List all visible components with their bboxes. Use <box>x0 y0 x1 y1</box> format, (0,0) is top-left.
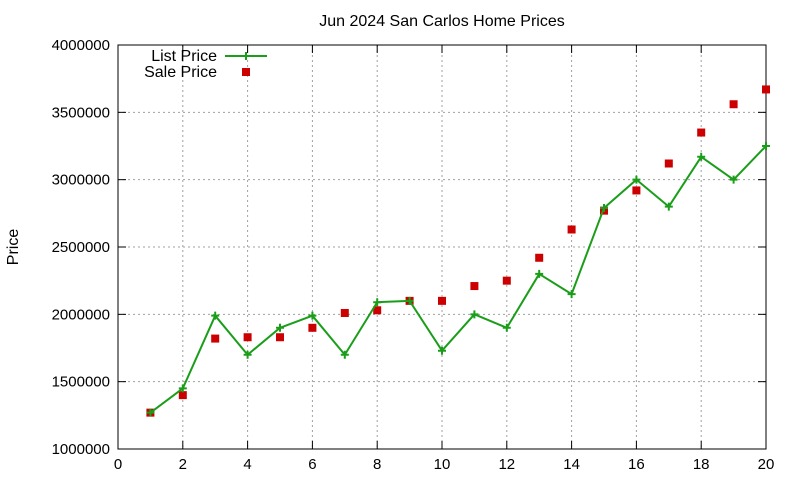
sale-price-marker <box>729 100 738 109</box>
x-tick-label: 12 <box>498 456 515 473</box>
sale-price-marker <box>535 253 544 262</box>
y-tick-label: 3000000 <box>52 172 110 189</box>
sale-price-marker <box>697 128 706 137</box>
sale-price-marker <box>762 85 770 94</box>
chart-title: Jun 2024 San Carlos Home Prices <box>319 13 564 30</box>
sale-price-marker <box>276 333 284 342</box>
x-tick-label: 14 <box>563 456 580 473</box>
x-tick-label: 6 <box>308 456 316 473</box>
sale-price-marker <box>438 296 446 305</box>
y-tick-label: 3500000 <box>52 104 110 121</box>
list-price-line <box>149 145 767 414</box>
y-tick-label: 4000000 <box>52 37 110 54</box>
sale-price-marker <box>308 323 317 332</box>
sale-price-marker <box>178 391 187 400</box>
list-price-marker <box>308 311 317 320</box>
list-price-marker <box>276 323 284 332</box>
list-price-marker <box>697 152 706 161</box>
axis-ticks: 0 2 4 6 8 10 12 14 16 18 20 1000000 1500000 2000000 25… <box>52 37 775 473</box>
y-tick-label: 1500000 <box>52 374 110 391</box>
sale-price-marker <box>632 186 641 195</box>
sale-price-marker <box>373 306 382 315</box>
y-tick-label: 2500000 <box>52 239 110 256</box>
x-tick-label: 20 <box>758 456 775 473</box>
sale-price-marker <box>243 333 252 342</box>
list-price-marker <box>567 290 576 299</box>
list-price-marker <box>438 346 446 355</box>
legend-label-sale-price: Sale Price <box>144 64 217 81</box>
y-tick-label: 2000000 <box>52 306 110 323</box>
list-price-marker <box>762 142 770 150</box>
legend-label-list-price: List Price <box>151 48 217 65</box>
y-tick-label: 1000000 <box>52 441 110 458</box>
list-price-marker <box>178 384 187 393</box>
grid <box>118 45 766 449</box>
x-tick-label: 4 <box>243 456 251 473</box>
x-tick-label: 0 <box>114 456 122 473</box>
list-price-marker <box>405 296 414 305</box>
list-price-marker <box>146 408 155 417</box>
y-axis-label: Price <box>5 229 22 266</box>
list-price-marker <box>243 350 252 359</box>
sale-price-marker <box>340 308 349 317</box>
list-price-marker <box>470 310 479 319</box>
series-sale-price <box>146 85 770 417</box>
list-price-marker <box>729 175 738 184</box>
list-price-marker <box>632 175 641 184</box>
list-price-marker <box>535 269 544 278</box>
x-tick-label: 8 <box>373 456 381 473</box>
series-layer <box>146 85 770 417</box>
x-tick-label: 16 <box>628 456 645 473</box>
legend-marker-list-price <box>242 52 250 60</box>
list-price-marker <box>600 203 608 212</box>
sale-price-marker <box>470 282 479 291</box>
list-price-marker <box>340 350 349 359</box>
x-tick-label: 18 <box>693 456 710 473</box>
sale-price-marker <box>211 334 220 343</box>
list-price-marker <box>664 202 673 211</box>
sale-price-marker <box>502 276 511 285</box>
series-list-price <box>146 142 770 417</box>
legend-swatch-sale-price <box>242 68 250 76</box>
x-tick-label: 2 <box>179 456 187 473</box>
list-price-marker <box>373 298 382 307</box>
legend: List Price Sale Price <box>144 48 267 81</box>
sale-price-marker <box>567 225 576 234</box>
x-tick-label: 10 <box>434 456 451 473</box>
list-price-marker <box>502 323 511 332</box>
sale-price-marker <box>664 159 673 168</box>
list-price-marker <box>211 311 220 320</box>
